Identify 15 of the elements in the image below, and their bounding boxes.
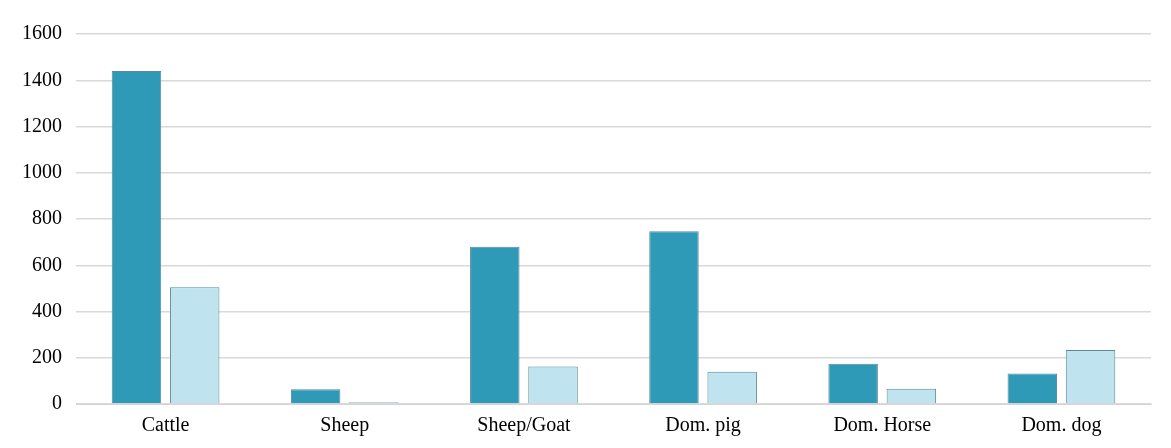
y-tick-label: 800	[32, 206, 62, 229]
y-tick-label: 1200	[22, 113, 62, 136]
x-tick-label: Dom. Horse	[833, 413, 932, 436]
x-tick-label: Cattle	[141, 413, 190, 436]
y-tick-label: 0	[52, 391, 62, 414]
y-tick-label: 600	[32, 252, 62, 275]
y-tick-label: 400	[32, 298, 62, 321]
x-tick-label: Sheep/Goat	[477, 413, 572, 437]
x-tick-label: Dom. pig	[665, 413, 741, 437]
y-tick-label: 1400	[22, 67, 62, 90]
x-tick-label: Sheep	[320, 413, 370, 437]
y-tick-label: 200	[32, 345, 62, 367]
y-tick-label: 1000	[22, 160, 62, 182]
y-tick-label: 1600	[22, 21, 62, 44]
x-tick-label: Dom. dog	[1021, 413, 1102, 437]
